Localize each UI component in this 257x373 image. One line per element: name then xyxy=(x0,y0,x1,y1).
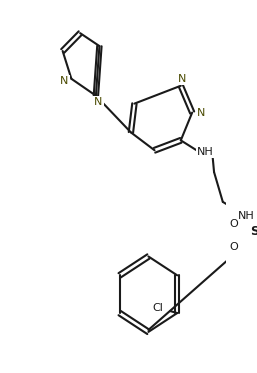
Text: O: O xyxy=(229,242,238,251)
Text: N: N xyxy=(94,97,103,107)
Text: N: N xyxy=(178,74,187,84)
Text: NH: NH xyxy=(238,211,255,221)
Text: O: O xyxy=(229,219,238,229)
Text: NH: NH xyxy=(197,147,214,157)
Text: N: N xyxy=(197,107,205,117)
Text: Cl: Cl xyxy=(153,303,163,313)
Text: N: N xyxy=(60,76,69,86)
Text: S: S xyxy=(250,225,257,238)
